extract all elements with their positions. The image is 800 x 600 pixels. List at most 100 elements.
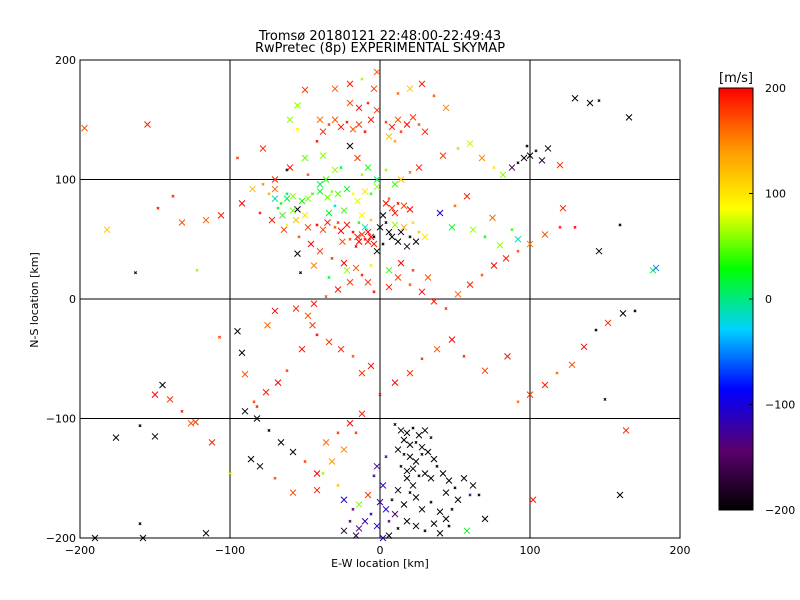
data-point [412, 494, 420, 501]
colorbar-ticks: −200 −100 0 100 200 [749, 82, 795, 517]
data-point [370, 240, 378, 248]
data-point [492, 165, 496, 170]
data-point [328, 458, 336, 465]
data-point [421, 128, 429, 136]
data-point [195, 268, 199, 272]
data-point [373, 183, 381, 191]
data-point [345, 120, 349, 124]
data-point [400, 223, 408, 231]
data-point [373, 462, 381, 470]
data-point [271, 195, 279, 202]
data-point [355, 238, 363, 245]
data-point [538, 157, 546, 164]
data-point [255, 404, 259, 409]
data-point [369, 263, 373, 268]
data-point [343, 185, 351, 193]
data-point [480, 273, 484, 277]
data-point [463, 192, 471, 200]
data-point [289, 207, 297, 214]
data-point [391, 510, 399, 518]
data-point [324, 219, 331, 226]
data-point [358, 369, 366, 377]
data-point [442, 104, 450, 112]
data-point [406, 369, 414, 377]
data-point [285, 369, 289, 373]
data-point [388, 233, 396, 241]
data-point [418, 505, 426, 513]
data-point [559, 204, 567, 212]
data-point [316, 188, 324, 195]
data-point [420, 357, 424, 361]
data-point [358, 231, 366, 238]
data-point [391, 209, 399, 217]
data-point [315, 223, 319, 227]
data-point [403, 243, 411, 250]
data-point [333, 225, 337, 229]
data-point [421, 233, 429, 241]
data-point [462, 354, 466, 358]
data-point [354, 197, 361, 205]
data-point [324, 194, 331, 201]
data-point [274, 379, 282, 387]
data-point [315, 333, 319, 337]
data-point [337, 345, 345, 353]
data-point [285, 192, 289, 196]
data-point [595, 247, 603, 255]
data-point [516, 249, 520, 253]
data-point [439, 152, 447, 159]
data-point [573, 225, 577, 229]
data-point [436, 209, 444, 217]
data-point [217, 335, 222, 339]
data-point [286, 164, 294, 171]
data-point [340, 527, 348, 535]
data-point [361, 188, 369, 195]
data-point [349, 125, 357, 133]
data-point [228, 471, 232, 476]
data-point [586, 99, 594, 107]
y-tick-label: −100 [46, 413, 76, 426]
data-point [481, 367, 489, 375]
chart-title: Tromsø 20180121 22:48:00-22:49:43 [258, 29, 501, 44]
data-point [421, 470, 429, 477]
data-point [319, 226, 327, 234]
data-point [558, 225, 562, 229]
data-point [604, 319, 612, 327]
data-point [352, 532, 360, 539]
data-point [319, 128, 327, 136]
data-point [336, 483, 340, 487]
data-point [460, 474, 468, 482]
data-point [327, 122, 331, 127]
data-point [373, 247, 381, 255]
data-point [387, 197, 391, 201]
data-point [103, 226, 111, 234]
data-point [463, 527, 471, 535]
data-point [340, 496, 348, 504]
data-point [364, 491, 372, 499]
data-point [217, 211, 225, 219]
data-point [373, 176, 381, 183]
data-point [262, 388, 270, 396]
data-point [508, 164, 516, 171]
y-axis-ticks: −200 −100 0 100 200 [46, 54, 76, 545]
data-point [555, 371, 559, 375]
data-point [238, 349, 246, 357]
data-point [390, 498, 394, 502]
data-point [399, 464, 403, 468]
data-point [442, 515, 450, 523]
data-point [292, 216, 300, 224]
data-point [489, 214, 496, 222]
colorbar-tick-label: 100 [765, 188, 786, 201]
data-point [346, 142, 354, 150]
data-point [469, 482, 477, 489]
data-point [292, 305, 300, 312]
data-point [313, 470, 321, 477]
data-point [171, 194, 175, 198]
data-point [313, 486, 321, 494]
data-point [388, 123, 396, 131]
data-point [360, 77, 364, 81]
plot-area [79, 59, 681, 542]
data-point [324, 295, 328, 299]
data-point [394, 446, 402, 453]
data-point [366, 101, 370, 105]
